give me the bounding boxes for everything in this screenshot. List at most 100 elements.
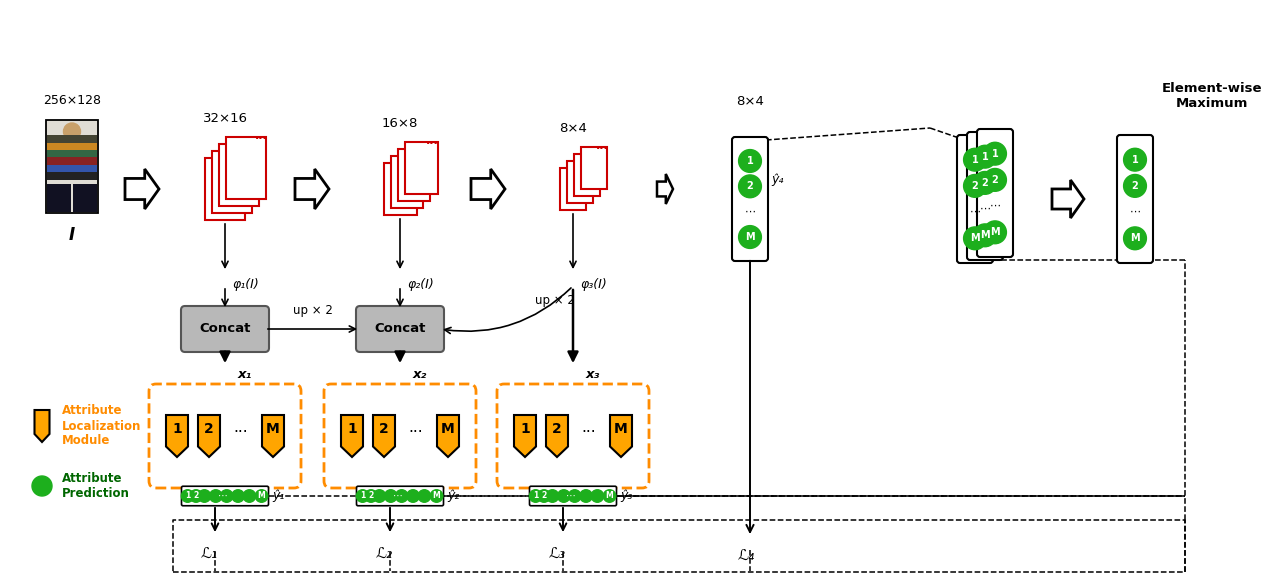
FancyBboxPatch shape bbox=[1117, 135, 1153, 263]
FancyBboxPatch shape bbox=[357, 486, 443, 506]
Text: M: M bbox=[991, 227, 1000, 237]
Text: I: I bbox=[69, 225, 76, 244]
Text: 1: 1 bbox=[972, 155, 978, 165]
Circle shape bbox=[210, 490, 221, 502]
Text: ℒ₄: ℒ₄ bbox=[737, 548, 755, 563]
Text: M: M bbox=[980, 230, 989, 240]
Polygon shape bbox=[125, 169, 159, 209]
Bar bbox=[47, 165, 97, 172]
Text: 1: 1 bbox=[186, 492, 191, 500]
Polygon shape bbox=[547, 415, 568, 457]
Bar bbox=[47, 135, 97, 142]
Circle shape bbox=[32, 476, 52, 496]
FancyBboxPatch shape bbox=[530, 486, 617, 506]
Text: ŷ₁: ŷ₁ bbox=[273, 489, 284, 502]
Text: M: M bbox=[442, 422, 454, 436]
Text: 1: 1 bbox=[172, 422, 182, 436]
Polygon shape bbox=[515, 415, 536, 457]
Text: 1: 1 bbox=[992, 149, 998, 159]
Text: 2: 2 bbox=[552, 422, 562, 436]
FancyBboxPatch shape bbox=[977, 129, 1012, 257]
Bar bbox=[47, 157, 97, 165]
Polygon shape bbox=[294, 169, 329, 209]
Text: ···: ··· bbox=[581, 426, 596, 440]
Bar bbox=[47, 142, 97, 150]
Circle shape bbox=[739, 175, 762, 198]
Text: ⋯: ⋯ bbox=[969, 207, 980, 217]
Bar bbox=[573, 154, 600, 196]
Polygon shape bbox=[436, 415, 460, 457]
Circle shape bbox=[603, 490, 616, 502]
Text: ℒ₃: ℒ₃ bbox=[548, 546, 566, 561]
Text: ℒ₂: ℒ₂ bbox=[375, 546, 393, 561]
Text: M: M bbox=[745, 232, 755, 242]
Text: 2: 2 bbox=[972, 181, 978, 191]
Circle shape bbox=[983, 169, 1006, 192]
Text: ⋯: ⋯ bbox=[979, 204, 991, 214]
Text: 8×4: 8×4 bbox=[736, 95, 764, 108]
Polygon shape bbox=[372, 415, 396, 457]
Text: 2: 2 bbox=[541, 492, 547, 500]
Bar bbox=[567, 161, 593, 203]
Bar bbox=[46, 120, 99, 213]
Circle shape bbox=[591, 490, 604, 502]
Text: x₃: x₃ bbox=[586, 367, 600, 381]
FancyBboxPatch shape bbox=[966, 132, 1004, 260]
Text: 2: 2 bbox=[1132, 181, 1138, 191]
Text: 1: 1 bbox=[360, 492, 365, 500]
Bar bbox=[73, 183, 97, 211]
Circle shape bbox=[182, 490, 193, 502]
Circle shape bbox=[220, 490, 233, 502]
Text: 2: 2 bbox=[369, 492, 374, 500]
Text: 1: 1 bbox=[532, 492, 539, 500]
Text: ⋯: ⋯ bbox=[1129, 207, 1140, 217]
Bar bbox=[581, 147, 607, 189]
Circle shape bbox=[1124, 227, 1147, 250]
Text: Attribute
Localization
Module: Attribute Localization Module bbox=[61, 405, 141, 447]
Circle shape bbox=[419, 490, 430, 502]
FancyBboxPatch shape bbox=[182, 486, 269, 506]
FancyBboxPatch shape bbox=[732, 137, 768, 261]
Text: ⋯: ⋯ bbox=[566, 491, 575, 501]
Text: M: M bbox=[970, 234, 979, 244]
Text: 2: 2 bbox=[204, 422, 214, 436]
FancyBboxPatch shape bbox=[356, 306, 444, 352]
Circle shape bbox=[547, 490, 558, 502]
Text: 2: 2 bbox=[992, 175, 998, 185]
Text: Attribute
Prediction: Attribute Prediction bbox=[61, 472, 129, 500]
Circle shape bbox=[974, 145, 996, 168]
Text: 2: 2 bbox=[982, 178, 988, 188]
Text: 8×4: 8×4 bbox=[559, 122, 588, 135]
Text: M: M bbox=[605, 492, 613, 500]
FancyBboxPatch shape bbox=[180, 306, 269, 352]
Circle shape bbox=[189, 490, 202, 502]
Text: 2: 2 bbox=[193, 492, 198, 500]
Circle shape bbox=[964, 227, 987, 250]
Text: Concat: Concat bbox=[200, 322, 251, 335]
Bar bbox=[47, 172, 97, 180]
Text: φ₁(I): φ₁(I) bbox=[232, 278, 259, 291]
Bar bbox=[47, 183, 70, 211]
Polygon shape bbox=[340, 415, 364, 457]
Text: M: M bbox=[257, 492, 265, 500]
Text: M: M bbox=[433, 492, 440, 500]
Text: 32×16: 32×16 bbox=[202, 112, 247, 125]
Text: 1: 1 bbox=[520, 422, 530, 436]
FancyBboxPatch shape bbox=[957, 135, 993, 263]
Text: x₂: x₂ bbox=[413, 367, 428, 381]
Circle shape bbox=[384, 490, 397, 502]
Circle shape bbox=[243, 490, 256, 502]
Text: ...: ... bbox=[595, 141, 608, 151]
Text: 16×8: 16×8 bbox=[381, 117, 419, 130]
Text: up × 2: up × 2 bbox=[535, 294, 575, 307]
Circle shape bbox=[365, 490, 378, 502]
Text: φ₃(I): φ₃(I) bbox=[580, 278, 607, 291]
Text: ⋯: ⋯ bbox=[745, 207, 755, 217]
Polygon shape bbox=[471, 169, 506, 209]
Polygon shape bbox=[611, 415, 632, 457]
Circle shape bbox=[964, 148, 987, 171]
Text: M: M bbox=[266, 422, 280, 436]
Bar bbox=[390, 156, 424, 208]
Bar bbox=[219, 144, 259, 206]
Text: 2: 2 bbox=[746, 181, 754, 192]
